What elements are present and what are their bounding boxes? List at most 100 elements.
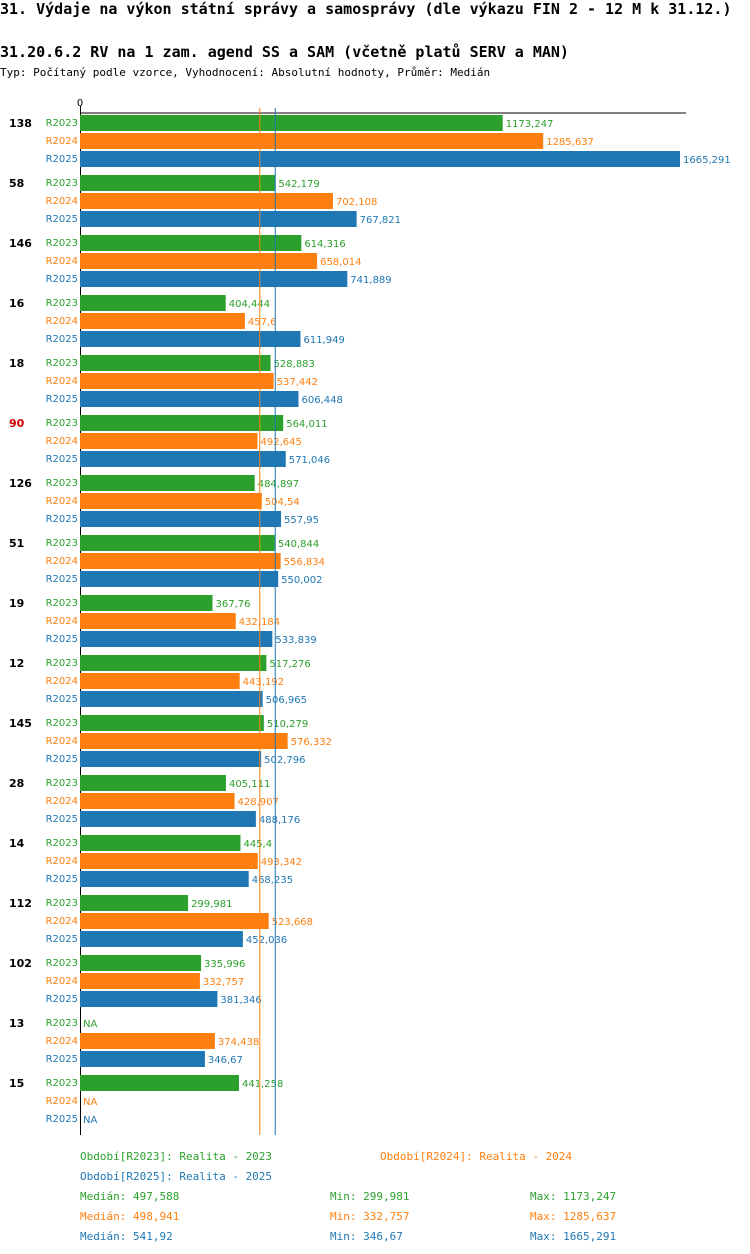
series-label-18-R2023: R2023 xyxy=(46,358,78,369)
value-label-90-R2024: 492,645 xyxy=(260,437,301,448)
chart-title: 31. Výdaje na výkon státní správy a samo… xyxy=(0,0,732,18)
series-label-146-R2025: R2025 xyxy=(46,274,78,285)
value-label-102-R2023: 335,996 xyxy=(204,959,245,970)
legend-period-2023: Období[R2023]: Realita - 2023 xyxy=(80,1150,273,1163)
series-label-58-R2024: R2024 xyxy=(46,196,78,207)
bar-102-R2023 xyxy=(80,955,202,971)
legend-period-2025: Období[R2025]: Realita - 2025 xyxy=(80,1170,273,1183)
bar-19-R2025 xyxy=(80,631,273,647)
series-label-13-R2023: R2023 xyxy=(46,1018,78,1029)
bar-28-R2023 xyxy=(80,775,226,791)
value-label-14-R2025: 468,235 xyxy=(252,875,293,886)
value-label-102-R2024: 332,757 xyxy=(203,977,244,988)
series-label-12-R2023: R2023 xyxy=(46,658,78,669)
value-label-15-R2025: NA xyxy=(83,1115,97,1126)
value-label-112-R2023: 299,981 xyxy=(191,899,232,910)
value-label-126-R2024: 504,54 xyxy=(265,497,300,508)
chart-subtitle: 31.20.6.2 RV na 1 zam. agend SS a SAM (v… xyxy=(0,43,569,61)
series-label-146-R2023: R2023 xyxy=(46,238,78,249)
bar-146-R2024 xyxy=(80,253,318,269)
series-label-18-R2025: R2025 xyxy=(46,394,78,405)
series-label-15-R2023: R2023 xyxy=(46,1078,78,1089)
value-label-145-R2025: 502,796 xyxy=(264,755,305,766)
bar-18-R2024 xyxy=(80,373,274,389)
series-label-16-R2024: R2024 xyxy=(46,316,78,327)
series-label-14-R2023: R2023 xyxy=(46,838,78,849)
bar-16-R2023 xyxy=(80,295,226,311)
value-label-90-R2023: 564,011 xyxy=(286,419,327,430)
stat-min-r2023: Min: 299,981 xyxy=(330,1190,410,1203)
bar-19-R2023 xyxy=(80,595,213,611)
category-label-19: 19 xyxy=(9,597,24,610)
series-label-51-R2025: R2025 xyxy=(46,574,78,585)
value-label-19-R2023: 367,76 xyxy=(216,599,251,610)
stat-median-r2025: Medián: 541,92 xyxy=(80,1230,173,1243)
value-label-13-R2024: 374,438 xyxy=(218,1037,259,1048)
bar-58-R2024 xyxy=(80,193,333,209)
series-label-145-R2025: R2025 xyxy=(46,754,78,765)
value-label-15-R2023: 441,258 xyxy=(242,1079,283,1090)
series-label-14-R2024: R2024 xyxy=(46,856,78,867)
value-label-19-R2025: 533,839 xyxy=(275,635,316,646)
value-label-18-R2023: 528,883 xyxy=(274,359,315,370)
series-label-14-R2025: R2025 xyxy=(46,874,78,885)
bar-51-R2025 xyxy=(80,571,279,587)
series-label-126-R2025: R2025 xyxy=(46,514,78,525)
value-label-16-R2023: 404,444 xyxy=(229,299,270,310)
series-label-58-R2023: R2023 xyxy=(46,178,78,189)
category-label-90: 90 xyxy=(9,417,25,430)
category-label-13: 13 xyxy=(9,1017,24,1030)
series-label-102-R2023: R2023 xyxy=(46,958,78,969)
value-label-145-R2023: 510,279 xyxy=(267,719,308,730)
series-label-19-R2025: R2025 xyxy=(46,634,78,645)
category-label-102: 102 xyxy=(9,957,32,970)
bar-15-R2023 xyxy=(80,1075,239,1091)
bar-18-R2025 xyxy=(80,391,299,407)
value-label-102-R2025: 381,346 xyxy=(220,995,261,1006)
bar-90-R2025 xyxy=(80,451,286,467)
value-label-146-R2023: 614,316 xyxy=(304,239,345,250)
bar-145-R2023 xyxy=(80,715,264,731)
bar-112-R2024 xyxy=(80,913,269,929)
value-label-146-R2025: 741,889 xyxy=(350,275,391,286)
value-label-51-R2023: 540,844 xyxy=(278,539,319,550)
bar-102-R2025 xyxy=(80,991,218,1007)
value-label-12-R2024: 443,192 xyxy=(243,677,284,688)
bar-58-R2025 xyxy=(80,211,357,227)
bar-145-R2025 xyxy=(80,751,262,767)
series-label-145-R2024: R2024 xyxy=(46,736,78,747)
category-label-14: 14 xyxy=(9,837,25,850)
bar-12-R2024 xyxy=(80,673,240,689)
bar-28-R2024 xyxy=(80,793,235,809)
value-label-12-R2023: 517,276 xyxy=(269,659,310,670)
series-label-13-R2025: R2025 xyxy=(46,1054,78,1065)
value-label-58-R2024: 702,108 xyxy=(336,197,377,208)
value-label-15-R2024: NA xyxy=(83,1097,97,1108)
bar-12-R2023 xyxy=(80,655,267,671)
series-label-102-R2025: R2025 xyxy=(46,994,78,1005)
bar-28-R2025 xyxy=(80,811,256,827)
category-label-146: 146 xyxy=(9,237,32,250)
bar-13-R2025 xyxy=(80,1051,205,1067)
series-label-16-R2023: R2023 xyxy=(46,298,78,309)
bar-19-R2024 xyxy=(80,613,236,629)
value-label-138-R2024: 1285,637 xyxy=(546,137,594,148)
series-label-138-R2024: R2024 xyxy=(46,136,78,147)
value-label-28-R2023: 405,111 xyxy=(229,779,270,790)
series-label-138-R2025: R2025 xyxy=(46,154,78,165)
category-label-16: 16 xyxy=(9,297,25,310)
bar-126-R2023 xyxy=(80,475,255,491)
series-label-28-R2024: R2024 xyxy=(46,796,78,807)
bar-138-R2023 xyxy=(80,115,503,131)
series-label-12-R2025: R2025 xyxy=(46,694,78,705)
bar-51-R2023 xyxy=(80,535,275,551)
value-label-126-R2025: 557,95 xyxy=(284,515,319,526)
bar-14-R2023 xyxy=(80,835,241,851)
value-label-13-R2025: 346,67 xyxy=(208,1055,243,1066)
axis-zero-label: 0 xyxy=(77,98,83,109)
bar-90-R2024 xyxy=(80,433,258,449)
bar-12-R2025 xyxy=(80,691,263,707)
stat-max-r2023: Max: 1173,247 xyxy=(530,1190,617,1203)
stat-median-r2024: Medián: 498,941 xyxy=(80,1210,180,1223)
series-label-12-R2024: R2024 xyxy=(46,676,78,687)
